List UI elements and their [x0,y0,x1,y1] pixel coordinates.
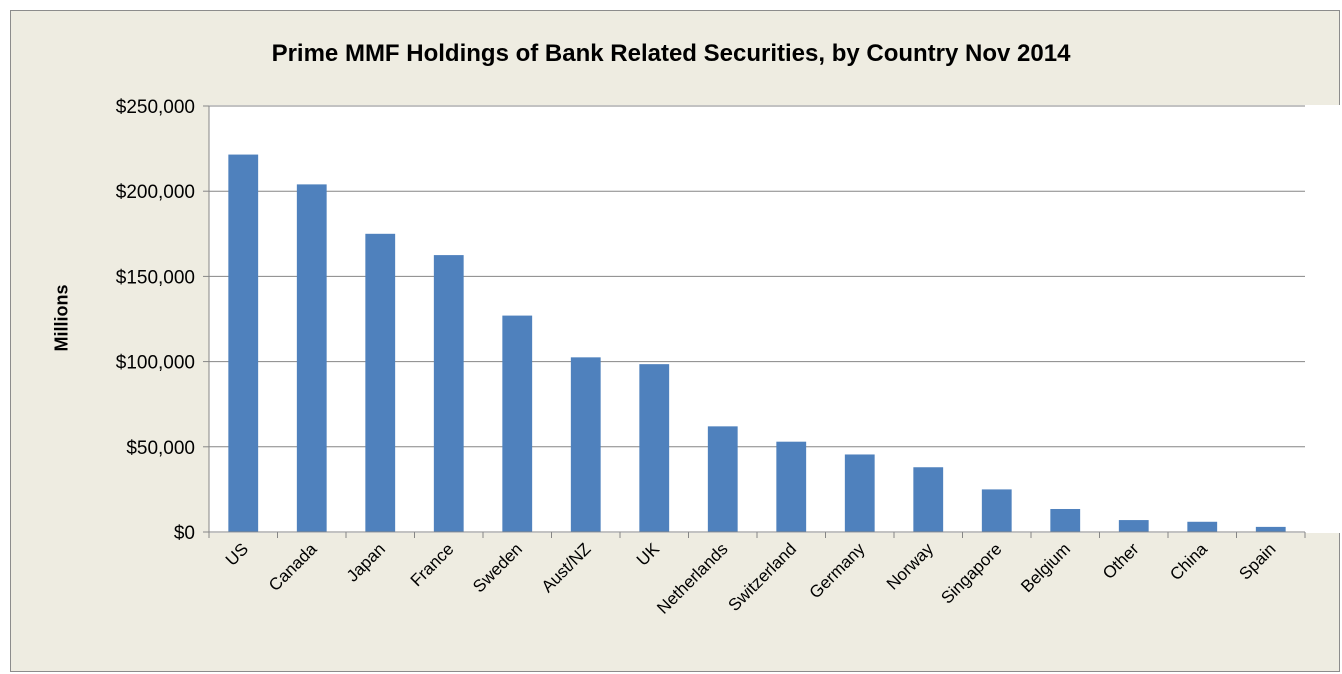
x-tick-label: Netherlands [653,539,731,617]
bar [570,357,601,532]
bars [228,154,1286,533]
x-tick-labels: US Canada Japan France Sweden Aust/NZ UKNether… [222,539,1280,618]
x-tick-label: Singapore [937,539,1005,607]
bar [228,154,259,532]
bar [1255,526,1286,532]
bar [913,467,944,532]
bar [1050,508,1081,532]
x-tick-label: Aust/NZ [538,539,595,596]
x-tick-label: US [222,539,252,569]
x-tick-label: Norway [883,539,938,594]
y-tick-labels: $0 $50,000 $100,000 $150,000 $200,000 $250,00… [116,97,195,544]
y-tick-label: $100,000 [116,353,195,374]
x-tick-label: Switzerland [725,539,801,615]
chart-title: Prime MMF Holdings of Bank Related Secur… [271,40,1071,67]
y-tick-label: $250,000 [116,97,195,118]
bar [1187,521,1218,532]
x-tick-label: Spain [1235,539,1279,583]
bar [707,426,738,532]
y-tick-label: $0 [174,523,195,544]
x-tick-label: China [1166,539,1211,584]
bar [296,184,327,532]
x-tick-label: Belgium [1017,539,1074,596]
bar [502,315,533,532]
x-tick-label: UK [633,539,664,570]
axes [203,105,1306,538]
y-tick-label: $200,000 [116,182,195,203]
bar [844,454,875,532]
y-tick-label: $150,000 [116,267,195,288]
bar [1118,520,1149,532]
x-tick-label: Sweden [469,539,526,596]
bar [365,233,396,533]
x-tick-label: Germany [806,539,869,602]
x-tick-label: France [407,539,458,590]
x-tick-label: Canada [265,539,321,595]
x-tick-label: Japan [343,539,389,585]
bar [981,489,1012,532]
bar [433,255,464,532]
plot-area [209,105,1340,533]
bar [639,364,670,532]
bar [776,441,807,532]
y-tick-label: $50,000 [126,438,195,459]
x-tick-label: Other [1099,539,1143,583]
